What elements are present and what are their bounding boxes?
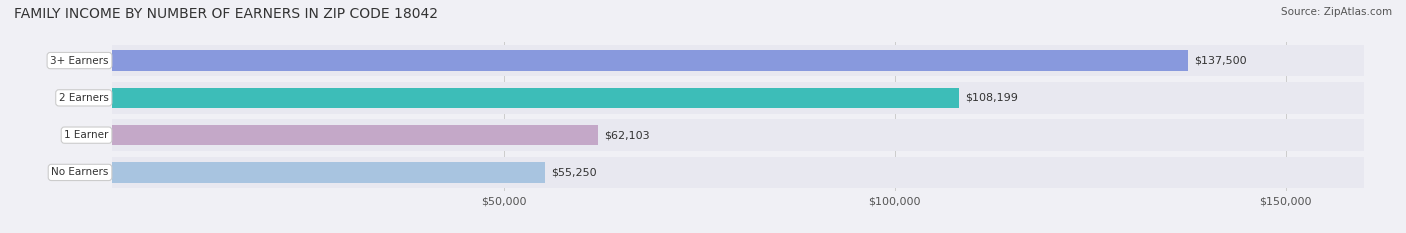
Text: $55,250: $55,250 xyxy=(551,168,596,177)
Bar xyxy=(112,162,544,183)
Bar xyxy=(112,82,1364,114)
Text: 3+ Earners: 3+ Earners xyxy=(51,56,108,65)
Text: $62,103: $62,103 xyxy=(605,130,650,140)
Bar xyxy=(112,119,1364,151)
Text: FAMILY INCOME BY NUMBER OF EARNERS IN ZIP CODE 18042: FAMILY INCOME BY NUMBER OF EARNERS IN ZI… xyxy=(14,7,439,21)
Text: $137,500: $137,500 xyxy=(1194,56,1247,65)
Bar xyxy=(112,88,959,108)
Bar xyxy=(112,125,598,145)
Bar xyxy=(112,50,1188,71)
Bar xyxy=(112,45,1364,76)
Text: 1 Earner: 1 Earner xyxy=(65,130,108,140)
Text: No Earners: No Earners xyxy=(52,168,108,177)
Text: Source: ZipAtlas.com: Source: ZipAtlas.com xyxy=(1281,7,1392,17)
Text: 2 Earners: 2 Earners xyxy=(59,93,108,103)
Bar xyxy=(112,157,1364,188)
Text: $108,199: $108,199 xyxy=(965,93,1018,103)
